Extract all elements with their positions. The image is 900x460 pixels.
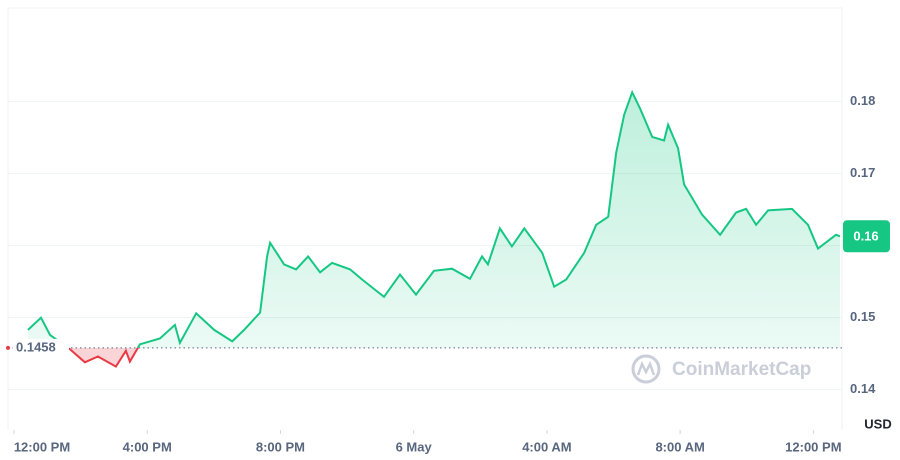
watermark-text: CoinMarketCap <box>672 359 811 380</box>
x-tick-label: 8:00 PM <box>256 439 305 454</box>
price-line-up <box>27 89 841 348</box>
watermark: CoinMarketCap <box>631 354 811 384</box>
current-price-label: 0.16 <box>853 229 878 244</box>
y-tick-label: 0.17 <box>850 165 875 180</box>
y-tick-label: 0.15 <box>850 309 875 324</box>
baseline-label-bg <box>13 338 69 357</box>
baseline-dot <box>6 345 10 350</box>
x-tick-label: 4:00 PM <box>123 439 172 454</box>
y-tick-label: 0.14 <box>850 381 876 396</box>
y-tick-label: 0.18 <box>850 93 875 108</box>
x-tick-label: 12:00 PM <box>14 439 70 454</box>
baseline-label: 0.1458 <box>16 339 56 354</box>
current-price-badge <box>843 220 890 253</box>
plot-frame <box>7 7 843 430</box>
x-tick-label: 4:00 AM <box>522 439 571 454</box>
area-up <box>27 92 841 348</box>
x-tick-label: 12:00 PM <box>785 439 841 454</box>
x-tick-label: 8:00 AM <box>655 439 704 454</box>
currency-label: USD <box>864 416 891 431</box>
x-tick-label: 6 May <box>396 439 433 454</box>
